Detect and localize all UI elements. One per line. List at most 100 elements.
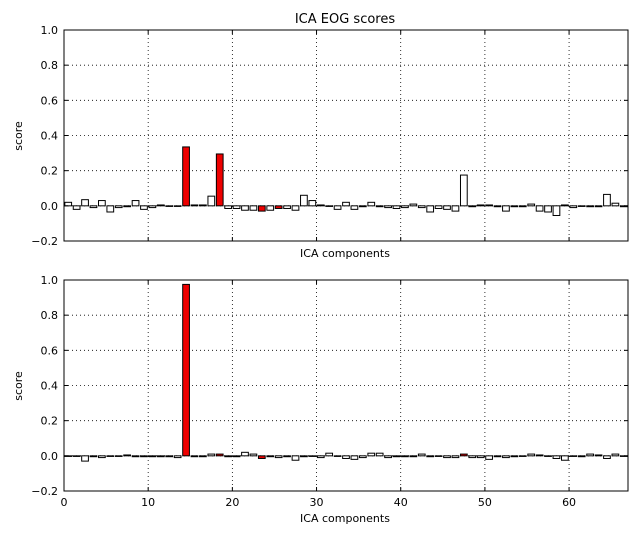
bar (443, 205, 451, 210)
bar (552, 455, 561, 459)
bar (603, 193, 611, 207)
bar (106, 455, 115, 457)
bar (603, 455, 611, 459)
bar (510, 455, 519, 458)
bar (106, 205, 115, 213)
bar (518, 205, 527, 208)
bar (375, 452, 384, 457)
bar (527, 203, 536, 207)
x-tick-label: 20 (225, 496, 239, 509)
bar (611, 453, 620, 457)
bar (232, 455, 241, 458)
y-tick-label: 0.4 (41, 130, 59, 143)
bar (342, 201, 350, 207)
bar (510, 205, 519, 208)
y-tick-label: 0.4 (41, 380, 59, 393)
bar (291, 455, 300, 461)
bar (131, 200, 140, 207)
y-tick-label: −0.2 (31, 485, 58, 498)
y-axis-label: score (12, 371, 25, 401)
bar (232, 205, 241, 209)
bar (527, 453, 536, 457)
bar (98, 455, 106, 459)
x-tick-label: 30 (310, 496, 324, 509)
bar (114, 205, 123, 209)
bar (98, 200, 106, 207)
y-tick-label: 0.2 (41, 415, 59, 428)
bar (89, 205, 98, 209)
bar-highlighted (257, 205, 266, 212)
bar-highlighted (257, 455, 266, 459)
x-axis-label: ICA components (300, 512, 390, 525)
bar (560, 204, 569, 207)
bar (409, 203, 418, 207)
y-tick-label: 0.6 (41, 344, 59, 357)
x-tick-label: 40 (394, 496, 408, 509)
bar (224, 455, 233, 458)
bar (114, 455, 123, 457)
bar (300, 455, 308, 458)
bar (367, 201, 376, 207)
y-tick-label: 0.0 (41, 200, 59, 213)
bar (199, 204, 207, 207)
bar (300, 194, 308, 207)
bar (569, 455, 578, 457)
bar (535, 205, 544, 212)
bar (148, 205, 157, 209)
bar (476, 204, 485, 207)
x-axis-label: ICA components (300, 247, 390, 260)
bar (358, 455, 367, 459)
bar (199, 455, 207, 458)
bar (224, 205, 233, 209)
bar (266, 455, 275, 458)
y-tick-label: 1.0 (41, 274, 59, 287)
bar (392, 205, 401, 209)
bar (426, 455, 435, 458)
bar (552, 205, 561, 217)
bar (173, 205, 182, 207)
bar (569, 205, 578, 209)
y-tick-label: 1.0 (41, 24, 59, 37)
bar (89, 455, 98, 458)
y-tick-label: −0.2 (31, 235, 58, 248)
bar (586, 453, 594, 457)
bar (156, 204, 165, 207)
bar (165, 455, 174, 458)
bar (308, 200, 317, 207)
bar (350, 455, 359, 460)
bar (72, 205, 81, 210)
bar (434, 455, 443, 457)
bar (392, 455, 401, 458)
bar (468, 455, 477, 459)
bar (502, 205, 510, 212)
y-axis-label: score (12, 121, 25, 151)
bar (367, 452, 376, 457)
bar (451, 205, 460, 212)
bar (241, 451, 249, 457)
bar (325, 205, 334, 207)
bar (544, 455, 552, 457)
bar-highlighted (459, 453, 468, 457)
x-tick-label: 10 (141, 496, 155, 509)
bar-highlighted (182, 283, 190, 457)
y-tick-label: 0.8 (41, 59, 59, 72)
bar (401, 455, 409, 458)
bar (64, 201, 73, 207)
bar (316, 204, 325, 207)
bar (401, 205, 409, 209)
bar (577, 205, 586, 207)
bar (249, 205, 258, 211)
y-tick-label: 0.8 (41, 309, 59, 322)
bar (417, 205, 426, 209)
bar (358, 205, 367, 208)
bar (249, 453, 258, 457)
bar (518, 455, 527, 457)
bar (316, 455, 325, 459)
bar-highlighted (215, 453, 224, 457)
y-tick-label: 0.6 (41, 94, 59, 107)
bar (81, 199, 89, 207)
bar (375, 205, 384, 208)
chart-title: ICA EOG scores (295, 12, 396, 27)
bar-highlighted (215, 153, 224, 207)
